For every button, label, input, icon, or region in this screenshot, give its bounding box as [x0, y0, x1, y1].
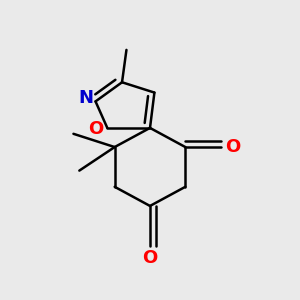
- Text: N: N: [79, 89, 94, 107]
- Text: O: O: [142, 249, 158, 267]
- Text: O: O: [88, 120, 104, 138]
- Text: O: O: [225, 138, 240, 156]
